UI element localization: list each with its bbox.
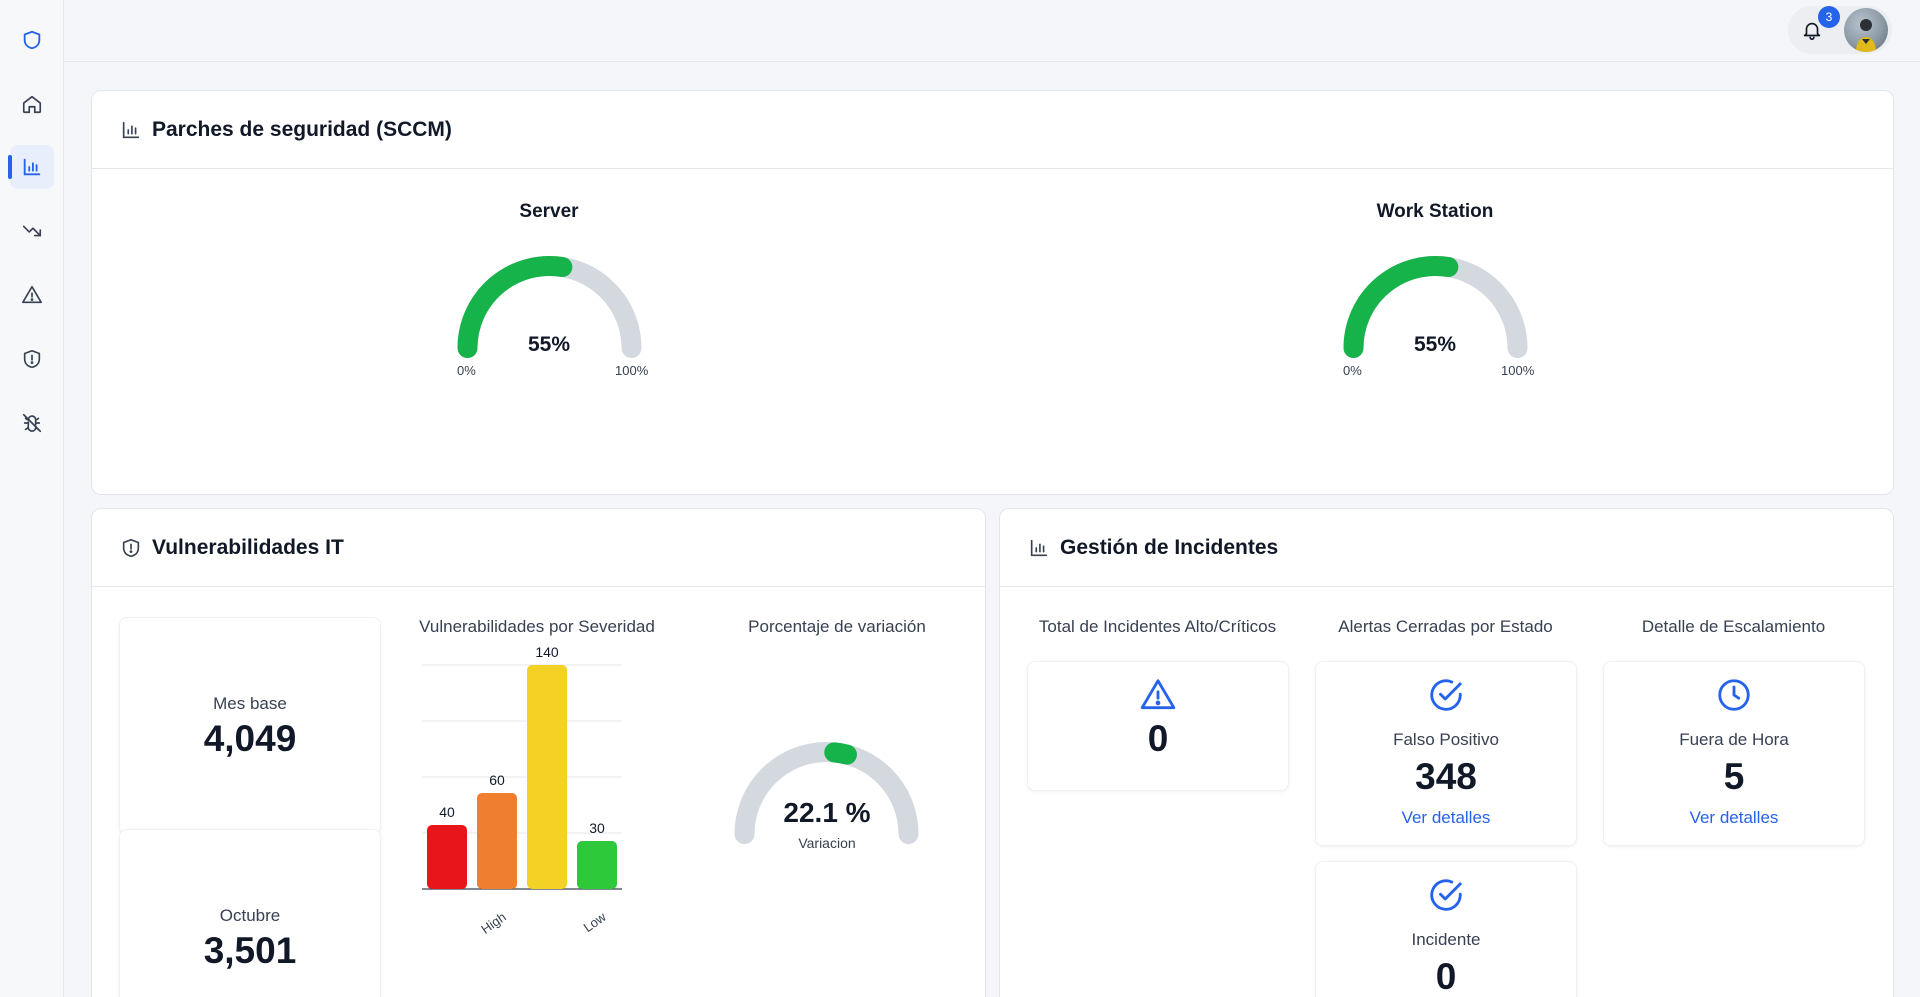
gauge-fill — [1343, 256, 1459, 358]
tile-false-positive: Falso Positivo 348 Ver detalles — [1315, 661, 1577, 846]
tile-after-hours: Fuera de Hora 5 Ver detalles — [1603, 661, 1865, 846]
sidebar-item-security[interactable] — [10, 337, 54, 381]
tile-value: 3,501 — [203, 930, 297, 971]
severity-bar-chart: 40 60 High 140 30 Low — [422, 644, 622, 937]
bug-off-icon — [22, 413, 42, 433]
data-label: 60 — [489, 772, 505, 788]
sidebar — [0, 0, 64, 997]
bell-icon — [1803, 22, 1821, 40]
gauge-value-server: 55% — [527, 333, 571, 356]
incidents-card: Gestión de Incidentes Total de Incidente… — [999, 508, 1894, 997]
trending-down-icon — [22, 225, 42, 237]
sidebar-item-bugs[interactable] — [10, 401, 54, 445]
gauge-min-server: 0% — [457, 363, 476, 378]
incidents-header: Gestión de Incidentes — [1000, 509, 1893, 587]
gauge-value-workstation: 55% — [1413, 333, 1457, 356]
sidebar-item-alerts[interactable] — [10, 273, 54, 317]
tile-label: Octubre — [219, 906, 281, 925]
clock-icon — [1718, 679, 1750, 711]
data-label: 30 — [589, 820, 605, 836]
x-tick-label: High — [478, 909, 509, 937]
view-details-link[interactable]: Ver detalles — [1689, 808, 1779, 827]
bar-chart-icon — [1030, 539, 1048, 556]
tile-incident: Incidente 0 — [1315, 861, 1577, 997]
view-details-link[interactable]: Ver detalles — [1401, 808, 1491, 827]
tile-total-incidents: 0 — [1027, 661, 1289, 791]
notification-badge: 3 — [1818, 6, 1840, 28]
total-incidents-title: Total de Incidentes Alto/Críticos — [1038, 617, 1277, 636]
shield-icon — [23, 30, 41, 50]
notifications-button[interactable] — [1798, 16, 1826, 44]
escalation-title: Detalle de Escalamiento — [1641, 617, 1826, 636]
sidebar-item-trends[interactable] — [10, 209, 54, 253]
tile-label: Mes base — [213, 694, 287, 713]
sidebar-item-dashboard[interactable] — [8, 145, 54, 189]
bar-high — [477, 793, 517, 889]
user-actions: 3 — [1788, 6, 1892, 54]
alert-triangle-icon — [22, 285, 42, 304]
incidents-title: Gestión de Incidentes — [1060, 535, 1279, 559]
variation-value: 22.1 % — [783, 797, 871, 828]
closed-alerts-title: Alertas Cerradas por Estado — [1338, 617, 1553, 636]
shield-alert-icon — [122, 538, 140, 557]
bar-chart-icon — [23, 158, 41, 176]
gauge-server — [457, 256, 642, 358]
variation-gauge — [734, 742, 919, 844]
data-label: 40 — [439, 804, 455, 820]
gauge-max-server: 100% — [615, 363, 649, 378]
tile-label: Falso Positivo — [1393, 730, 1499, 749]
bar-chart-icon — [122, 121, 140, 138]
tile-label: Fuera de Hora — [1679, 730, 1789, 749]
x-tick-label: Low — [581, 909, 610, 935]
vulnerabilities-header: Vulnerabilidades IT — [92, 509, 985, 587]
bar-low — [577, 841, 617, 889]
gauge-min-workstation: 0% — [1343, 363, 1362, 378]
gauge-workstation — [1343, 256, 1528, 358]
variation-sub-label: Variacion — [798, 835, 856, 851]
sidebar-item-home[interactable] — [10, 82, 54, 126]
tile-value: 0 — [1435, 956, 1457, 997]
gauge-title-workstation: Work Station — [1376, 201, 1494, 222]
top-bar: 3 — [64, 0, 1920, 62]
alert-triangle-icon — [1140, 679, 1176, 710]
severity-chart-title: Vulnerabilidades por Severidad — [419, 617, 655, 636]
variation-title: Porcentaje de variación — [748, 617, 926, 636]
check-circle-icon — [1430, 679, 1462, 711]
vulnerabilities-card: Vulnerabilidades IT Mes base 4,049 Octub… — [91, 508, 986, 997]
tile-october: Octubre 3,501 — [119, 829, 381, 997]
sidebar-item-logo[interactable] — [10, 18, 54, 62]
tile-value: 348 — [1415, 756, 1477, 797]
check-circle-icon — [1430, 879, 1462, 911]
tile-base-month: Mes base 4,049 — [119, 617, 381, 835]
patches-header: Parches de seguridad (SCCM) — [92, 91, 1893, 169]
gauge-max-workstation: 100% — [1501, 363, 1535, 378]
tile-label: Incidente — [1411, 930, 1481, 949]
patches-card: Parches de seguridad (SCCM) Server 55% 0… — [91, 90, 1894, 495]
home-icon — [22, 95, 42, 114]
bar-critical — [427, 825, 467, 889]
tile-value: 4,049 — [203, 718, 297, 759]
gauge-fill — [457, 256, 573, 358]
tile-value: 5 — [1723, 756, 1745, 797]
avatar-image — [1856, 19, 1876, 52]
data-label: 140 — [535, 644, 559, 660]
gauge-title-server: Server — [519, 201, 579, 222]
tile-value: 0 — [1147, 718, 1169, 759]
vulnerabilities-title: Vulnerabilidades IT — [152, 535, 344, 559]
bar-medium — [527, 665, 567, 889]
avatar[interactable] — [1844, 8, 1888, 52]
variation-marker — [824, 742, 857, 765]
patches-title: Parches de seguridad (SCCM) — [152, 117, 452, 141]
shield-alert-icon — [23, 349, 41, 369]
